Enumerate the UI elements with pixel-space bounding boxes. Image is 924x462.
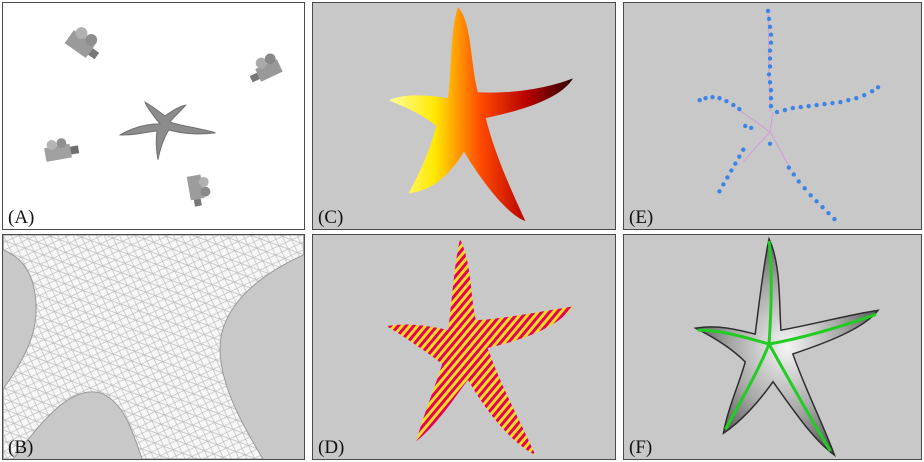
- starfish-model: [118, 101, 216, 160]
- camera-icon: [186, 174, 211, 207]
- skeleton-links: [739, 8, 792, 170]
- panel-label: (C): [318, 207, 344, 228]
- starfish-model: [388, 6, 574, 222]
- starfish-model: [693, 236, 880, 458]
- panel-label: (A): [8, 207, 35, 228]
- starfish-model: [386, 238, 574, 456]
- panel-a: (A): [2, 2, 305, 230]
- skeleton-point-cloud: [697, 8, 881, 222]
- wireframe-mesh-closeup: [3, 235, 304, 459]
- skeleton-points: [697, 8, 881, 222]
- panel-label: (B): [8, 437, 34, 458]
- camera-views-illustration: [44, 27, 283, 207]
- panel-b: (B): [2, 234, 305, 460]
- panel-f: (F): [623, 234, 922, 460]
- camera-icon: [44, 138, 80, 162]
- panel-d: (D): [312, 234, 616, 460]
- panel-label: (E): [629, 207, 654, 228]
- panel-e: (E): [623, 2, 922, 230]
- striped-starfish: [386, 238, 574, 456]
- camera-icon: [64, 27, 100, 60]
- skeleton-curve: [697, 240, 877, 452]
- panel-c: (C): [312, 2, 616, 230]
- heat-colored-starfish: [388, 6, 574, 222]
- panel-label: (D): [318, 437, 345, 458]
- starfish-with-skeleton: [693, 236, 880, 458]
- panel-label: (F): [629, 437, 653, 458]
- camera-icon: [249, 53, 283, 83]
